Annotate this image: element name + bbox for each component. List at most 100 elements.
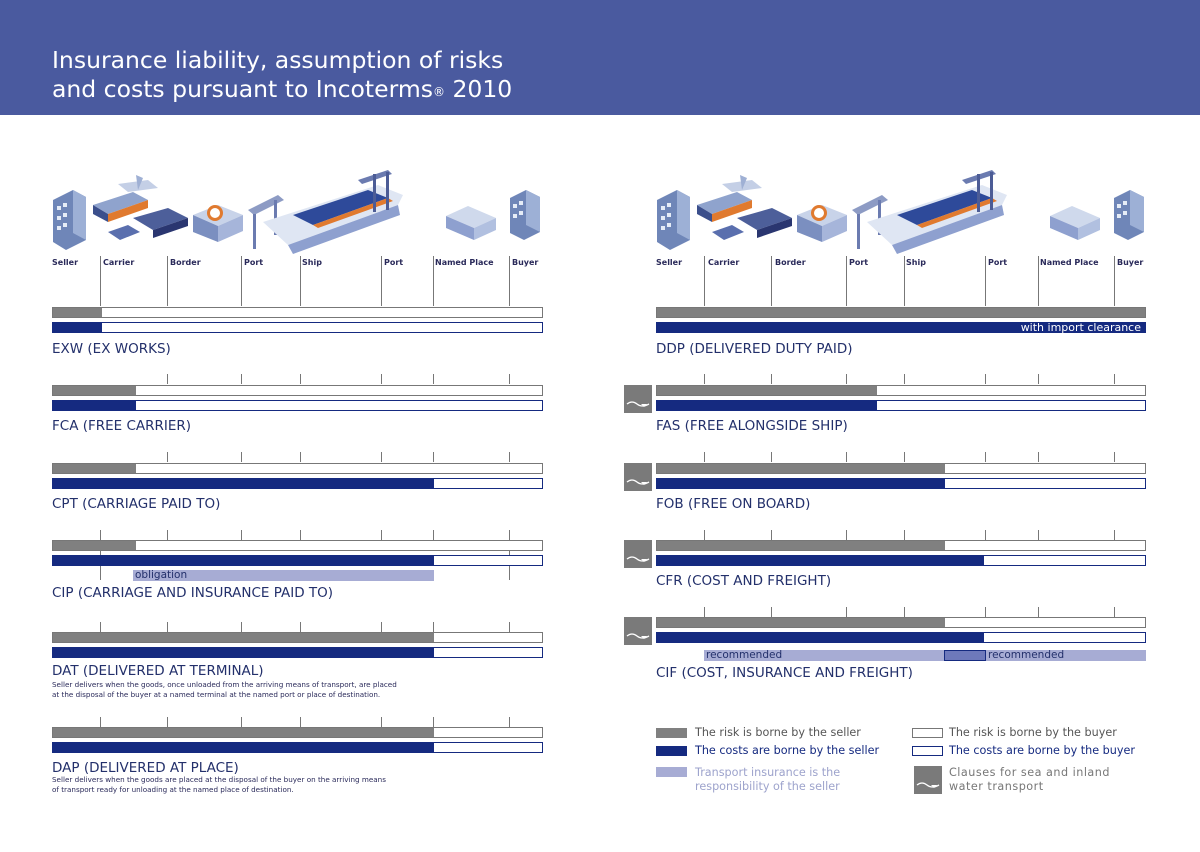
legend-risk-seller: The risk is borne by the seller <box>695 726 861 739</box>
cost-bar-exw <box>52 322 543 333</box>
col-label-named-place: Named Place <box>1040 258 1099 267</box>
col-label-border: Border <box>170 258 201 267</box>
cost-bar-fob <box>656 478 1146 489</box>
term-dat: DAT (DELIVERED AT TERMINAL) <box>52 663 264 679</box>
legend-cost-buyer: The costs are borne by the buyer <box>949 744 1135 757</box>
col-label-port: Port <box>384 258 404 267</box>
col-label-buyer: Buyer <box>512 258 539 267</box>
legend-insurance-line: responsibility of the seller <box>695 780 840 793</box>
col-label-carrier: Carrier <box>103 258 135 267</box>
risk-fill <box>53 464 137 473</box>
customs-border-icon <box>797 205 847 242</box>
ship-icon <box>867 185 1007 254</box>
risk-bar-exw <box>52 307 543 318</box>
sea-transport-icon <box>914 766 942 794</box>
transport-chain-illustration-left <box>53 170 540 254</box>
cost-bar-fca <box>52 400 543 411</box>
legend-cost-seller: The costs are borne by the seller <box>695 744 880 757</box>
col-label-seller: Seller <box>52 258 79 267</box>
gridline <box>1114 256 1115 306</box>
col-label-ship: Ship <box>302 258 322 267</box>
term-fas: FAS (FREE ALONGSIDE SHIP) <box>656 418 848 434</box>
risk-fill <box>53 308 102 317</box>
risk-bar-ddp <box>656 307 1146 318</box>
title-year: 2010 <box>444 75 513 103</box>
legend-swatch-risk-buyer <box>912 728 943 738</box>
risk-fill <box>53 541 137 550</box>
risk-fill <box>657 618 945 627</box>
desc-line: at the disposal of the buyer at a named … <box>52 690 381 699</box>
col-label-named-place: Named Place <box>435 258 494 267</box>
cost-fill <box>53 479 435 488</box>
cost-fill <box>657 556 984 565</box>
desc-line: Seller delivers when the goods are place… <box>52 775 386 784</box>
risk-bar-cif <box>656 617 1146 628</box>
registered-mark: ® <box>432 85 445 99</box>
cost-fill <box>53 323 102 332</box>
port-crane-icon <box>962 170 996 212</box>
cost-bar-cif <box>656 632 1146 643</box>
cost-bar-cfr <box>656 555 1146 566</box>
insurance-label: recommended <box>706 649 783 661</box>
gridline <box>509 256 510 306</box>
risk-fill <box>657 464 945 473</box>
cost-bar-dat <box>52 647 543 658</box>
cost-bar-cpt <box>52 478 543 489</box>
crane-icon <box>852 195 888 249</box>
term-fca: FCA (FREE CARRIER) <box>52 418 192 434</box>
customs-border-icon <box>193 205 243 242</box>
train-icon <box>133 208 188 238</box>
legend-swatch-cost-seller <box>656 746 687 756</box>
col-label-ship: Ship <box>906 258 926 267</box>
gridline <box>704 256 705 306</box>
seller-building-icon <box>657 190 690 250</box>
gridline <box>300 256 301 306</box>
insurance-bar-cif-2: recommended <box>986 649 1146 661</box>
risk-bar-dat <box>52 632 543 643</box>
gridline <box>846 256 847 306</box>
term-dap-description: Seller delivers when the goods are place… <box>52 775 452 795</box>
risk-fill <box>657 308 1145 317</box>
named-place-building-icon <box>446 206 496 240</box>
term-cip: CIP (CARRIAGE AND INSURANCE PAID TO) <box>52 585 334 601</box>
cost-fill <box>53 556 435 565</box>
import-clearance-note: with import clearance <box>1020 321 1141 334</box>
gridline <box>1038 256 1039 306</box>
cost-fill <box>53 648 435 657</box>
legend-swatch-risk-seller <box>656 728 687 738</box>
plane-icon <box>118 175 158 192</box>
title-text: and costs pursuant to Incoterms <box>52 75 433 103</box>
risk-fill <box>53 633 435 642</box>
cost-fill <box>657 633 984 642</box>
legend-sea-transport: Clauses for sea and inland water transpor… <box>949 766 1110 794</box>
col-label-carrier: Carrier <box>708 258 740 267</box>
risk-bar-cfr <box>656 540 1146 551</box>
desc-line: of transport ready for unloading at the … <box>52 785 294 794</box>
cost-fill <box>657 479 945 488</box>
risk-fill <box>53 386 137 395</box>
legend-sea-line: Clauses for sea and inland <box>949 766 1110 779</box>
col-label-port: Port <box>988 258 1008 267</box>
cost-bar-fas <box>656 400 1146 411</box>
risk-bar-cpt <box>52 463 543 474</box>
legend-sea-line: water transport <box>949 780 1044 793</box>
cost-bar-ddp: with import clearance <box>656 321 1146 334</box>
legend-insurance-line: Transport insurance is the <box>695 766 841 779</box>
page-title: Insurance liability, assumption of risks… <box>52 46 512 104</box>
cost-bar-dap <box>52 742 543 753</box>
truck-icon <box>93 192 148 240</box>
insurance-bar-cif-overlap <box>944 650 986 661</box>
gridline <box>167 256 168 306</box>
risk-bar-fob <box>656 463 1146 474</box>
term-fob: FOB (FREE ON BOARD) <box>656 496 811 512</box>
legend-risk-buyer: The risk is borne by the buyer <box>949 726 1117 739</box>
risk-fill <box>657 541 945 550</box>
ship-icon <box>263 185 403 254</box>
header-banner: Insurance liability, assumption of risks… <box>0 0 1200 115</box>
term-exw: EXW (EX WORKS) <box>52 341 171 357</box>
term-cpt: CPT (CARRIAGE PAID TO) <box>52 496 221 512</box>
desc-line: Seller delivers when the goods, once unl… <box>52 680 397 689</box>
title-line-1: Insurance liability, assumption of risks <box>52 46 504 74</box>
plane-icon <box>722 175 762 192</box>
risk-bar-dap <box>52 727 543 738</box>
